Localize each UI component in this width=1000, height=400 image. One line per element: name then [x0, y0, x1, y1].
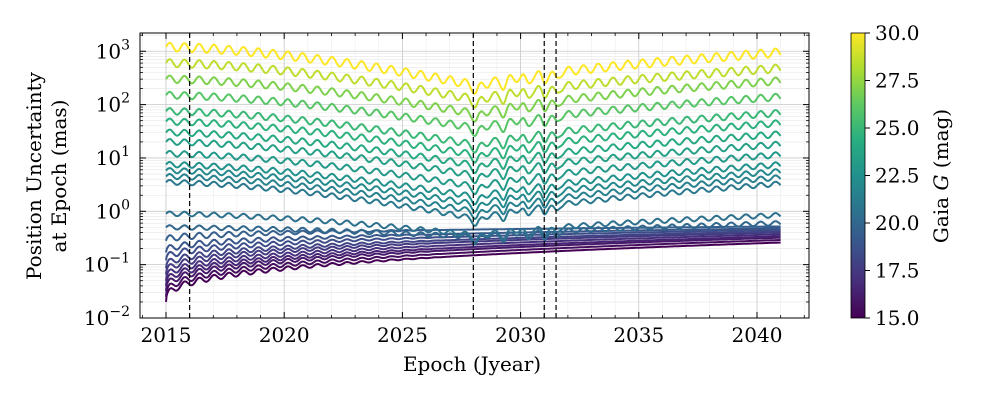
- colorbar-tick-label: 30.0: [875, 21, 920, 45]
- colorbar-title-var: G: [929, 175, 953, 191]
- colorbar-tick-label: 27.5: [875, 69, 920, 93]
- colorbar-ticks: 15.0 17.5 20.0 22.5 25.0 27.5 30.0: [865, 21, 920, 330]
- colorbar-tick-label: 17.5: [875, 259, 920, 283]
- y-axis-title-line2: at Epoch (mas): [47, 100, 71, 253]
- colorbar-title-suffix: (mag): [929, 109, 953, 175]
- x-tick-label: 2040: [732, 323, 783, 347]
- x-tick-label: 2030: [495, 323, 546, 347]
- y-axis-title-line1: Position Uncertainty: [22, 71, 46, 280]
- y-tick-label: 103: [96, 37, 130, 63]
- series-line: [165, 235, 781, 287]
- y-tick-label: 100: [96, 197, 130, 223]
- x-tick-label: 2035: [613, 323, 664, 347]
- colorbar-tick-label: 25.0: [875, 116, 920, 140]
- x-tick-label: 2015: [141, 323, 192, 347]
- y-tick-label: 101: [96, 144, 130, 170]
- y-tick-label: 10−1: [84, 251, 130, 277]
- series-line: [165, 90, 782, 138]
- colorbar-tick-label: 20.0: [875, 211, 920, 235]
- x-axis-title: Epoch (Jyear): [403, 352, 541, 376]
- colorbar-title-prefix: Gaia: [929, 191, 953, 244]
- y-tick-label: 10−2: [84, 304, 130, 330]
- x-tick-label: 2020: [259, 323, 310, 347]
- colorbar: [850, 32, 866, 319]
- series-line: [165, 241, 781, 302]
- axis-ticks: [140, 33, 809, 319]
- minor-gridlines: [140, 33, 809, 318]
- series-line: [165, 74, 782, 123]
- colorbar-tick-label: 22.5: [875, 164, 920, 188]
- plot-frame: [139, 32, 810, 319]
- colorbar-tick-label: 15.0: [875, 306, 920, 330]
- major-gridlines: [140, 33, 809, 319]
- colorbar-title: Gaia G (mag): [929, 109, 953, 243]
- series-line: [165, 107, 782, 154]
- series-line: [165, 138, 782, 185]
- x-tick-label: 2025: [377, 323, 428, 347]
- series-line: [165, 179, 782, 227]
- x-tick-labels: 2015 2020 2025 2030 2035 2040: [141, 323, 783, 347]
- y-tick-labels: 10−2 10−1 100 101 102 103: [84, 37, 130, 330]
- y-tick-label: 102: [96, 91, 130, 117]
